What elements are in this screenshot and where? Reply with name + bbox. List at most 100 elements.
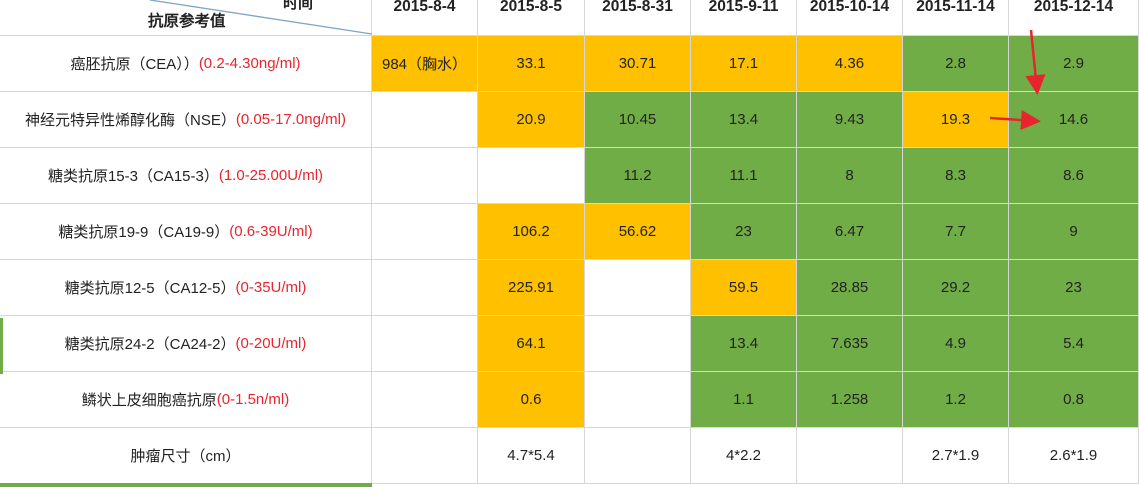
row-label-cell[interactable]: 糖类抗原15-3（CA15-3） (1.0-25.00U/ml) [0, 148, 372, 204]
value-text: 6.47 [834, 223, 865, 240]
value-cell[interactable]: 17.1 [691, 36, 797, 92]
row-label-cell[interactable]: 鳞状上皮细胞癌抗原 (0-1.5n/ml) [0, 372, 372, 428]
row-label-cell[interactable]: 糖类抗原24-2（CA24-2） (0-20U/ml) [0, 316, 372, 372]
value-text: 4.7*5.4 [507, 447, 555, 464]
value-cell[interactable]: 23 [1009, 260, 1139, 316]
value-cell[interactable]: 11.2 [585, 148, 691, 204]
row-label-cell[interactable]: 糖类抗原12-5（CA12-5） (0-35U/ml) [0, 260, 372, 316]
value-text: 13.4 [728, 335, 759, 352]
value-cell[interactable] [372, 428, 478, 484]
value-cell[interactable]: 28.85 [797, 260, 903, 316]
antigen-name: 糖类抗原19-9（CA19-9） [58, 224, 230, 241]
value-cell[interactable]: 0.6 [478, 372, 585, 428]
value-cell[interactable] [372, 316, 478, 372]
value-cell[interactable]: 59.5 [691, 260, 797, 316]
value-cell[interactable] [372, 92, 478, 148]
value-cell[interactable]: 8.6 [1009, 148, 1139, 204]
value-cell[interactable]: 8.3 [903, 148, 1009, 204]
row-label-cell[interactable]: 肿瘤尺寸（cm） [0, 428, 372, 484]
value-cell[interactable]: 2.6*1.9 [1009, 428, 1139, 484]
value-cell[interactable] [585, 428, 691, 484]
value-cell[interactable]: 984（胸水） [372, 36, 478, 92]
header-date-cell[interactable]: 2015-8-4 [372, 0, 478, 36]
row-selection-marker [0, 318, 3, 374]
value-text: 106.2 [512, 223, 550, 240]
value-cell[interactable]: 5.4 [1009, 316, 1139, 372]
header-date-cell[interactable]: 2015-10-14 [797, 0, 903, 36]
value-cell[interactable]: 33.1 [478, 36, 585, 92]
value-text: 19.3 [940, 111, 971, 128]
corner-header-reference: 抗原参考值 [148, 13, 226, 30]
value-cell[interactable]: 0.8 [1009, 372, 1139, 428]
value-text: 225.91 [508, 279, 554, 296]
antigen-name: 癌胚抗原（CEA）） [70, 56, 199, 73]
value-cell[interactable]: 4.7*5.4 [478, 428, 585, 484]
value-cell[interactable]: 64.1 [478, 316, 585, 372]
value-cell[interactable]: 56.62 [585, 204, 691, 260]
header-date-cell[interactable]: 2015-9-11 [691, 0, 797, 36]
value-cell[interactable]: 8 [797, 148, 903, 204]
value-cell[interactable] [478, 148, 585, 204]
header-date-cell[interactable]: 2015-8-31 [585, 0, 691, 36]
value-cell[interactable]: 4*2.2 [691, 428, 797, 484]
value-cell[interactable]: 2.8 [903, 36, 1009, 92]
value-text: 33.1 [516, 55, 546, 72]
value-text: 56.62 [618, 223, 657, 240]
row-label-cell[interactable]: 癌胚抗原（CEA）） (0.2-4.30ng/ml) [0, 36, 372, 92]
value-cell[interactable]: 2.9 [1009, 36, 1139, 92]
value-cell[interactable]: 14.6 [1009, 92, 1139, 148]
header-date-cell[interactable]: 2015-12-14 [1009, 0, 1139, 36]
value-text: 1.258 [830, 391, 869, 408]
reference-range: (0.05-17.0ng/ml) [235, 111, 346, 128]
value-cell[interactable]: 29.2 [903, 260, 1009, 316]
reference-range: (0-1.5n/ml) [216, 391, 290, 408]
value-text: 2.7*1.9 [931, 447, 980, 464]
value-cell[interactable] [372, 372, 478, 428]
value-cell[interactable]: 1.2 [903, 372, 1009, 428]
value-cell[interactable]: 1.1 [691, 372, 797, 428]
reference-range: (0-20U/ml) [235, 335, 307, 352]
corner-header-cell[interactable] [0, 0, 372, 36]
antigen-name: 糖类抗原15-3（CA15-3） [47, 168, 219, 185]
value-cell[interactable]: 23 [691, 204, 797, 260]
value-text: 23 [1065, 279, 1082, 296]
value-cell[interactable] [372, 260, 478, 316]
reference-range: (0.2-4.30ng/ml) [198, 55, 301, 72]
value-cell[interactable]: 9.43 [797, 92, 903, 148]
value-cell[interactable]: 2.7*1.9 [903, 428, 1009, 484]
value-cell[interactable]: 20.9 [478, 92, 585, 148]
value-text: 7.635 [830, 335, 869, 352]
antigen-name: 鳞状上皮细胞癌抗原 [81, 392, 217, 409]
value-cell[interactable]: 106.2 [478, 204, 585, 260]
value-cell[interactable]: 1.258 [797, 372, 903, 428]
reference-range: (0-35U/ml) [235, 279, 307, 296]
value-cell[interactable]: 30.71 [585, 36, 691, 92]
value-cell[interactable] [585, 260, 691, 316]
value-cell[interactable]: 9 [1009, 204, 1139, 260]
row-label-cell[interactable]: 神经元特异性烯醇化酶（NSE） (0.05-17.0ng/ml) [0, 92, 372, 148]
value-cell[interactable]: 13.4 [691, 92, 797, 148]
value-cell[interactable]: 6.47 [797, 204, 903, 260]
value-cell[interactable] [372, 148, 478, 204]
header-date-cell[interactable]: 2015-11-14 [903, 0, 1009, 36]
row-label-cell[interactable]: 糖类抗原19-9（CA19-9） (0.6-39U/ml) [0, 204, 372, 260]
value-cell[interactable] [372, 204, 478, 260]
value-cell[interactable] [585, 372, 691, 428]
value-cell[interactable]: 19.3 [903, 92, 1009, 148]
value-text: 23 [735, 223, 752, 240]
value-cell[interactable]: 11.1 [691, 148, 797, 204]
antigen-name: 糖类抗原24-2（CA24-2） [64, 336, 236, 353]
value-cell[interactable] [585, 316, 691, 372]
value-cell[interactable]: 13.4 [691, 316, 797, 372]
value-cell[interactable]: 225.91 [478, 260, 585, 316]
value-cell[interactable]: 7.7 [903, 204, 1009, 260]
value-cell[interactable]: 4.36 [797, 36, 903, 92]
header-date-cell[interactable]: 2015-8-5 [478, 0, 585, 36]
value-cell[interactable]: 10.45 [585, 92, 691, 148]
header-date-label: 2015-8-5 [499, 0, 563, 15]
value-text: 14.6 [1058, 111, 1089, 128]
value-cell[interactable] [797, 428, 903, 484]
value-cell[interactable]: 4.9 [903, 316, 1009, 372]
value-cell[interactable]: 7.635 [797, 316, 903, 372]
